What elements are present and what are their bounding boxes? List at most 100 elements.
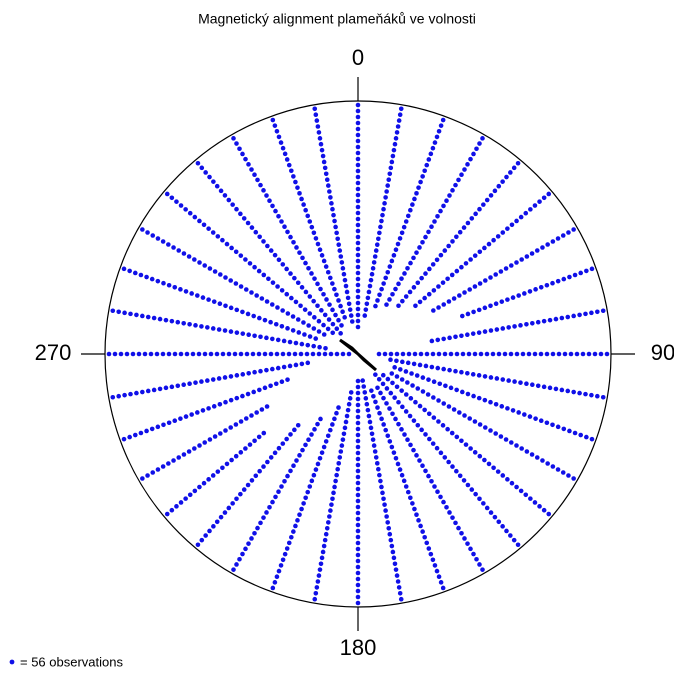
- dot: [316, 130, 322, 135]
- dot: [480, 567, 485, 572]
- dot: [405, 380, 410, 385]
- dot: [572, 272, 578, 278]
- dot: [226, 505, 232, 511]
- dot: [118, 351, 124, 357]
- dot-stack: [355, 102, 361, 330]
- dot: [403, 219, 409, 224]
- dot: [541, 318, 547, 324]
- dot: [275, 284, 280, 289]
- dot: [255, 177, 260, 183]
- dot: [303, 289, 309, 295]
- dot-stack: [164, 191, 336, 336]
- dot: [210, 230, 216, 235]
- dot: [547, 317, 553, 323]
- dot: [321, 543, 327, 549]
- dot: [228, 278, 233, 283]
- dot: [422, 534, 427, 540]
- dot: [305, 342, 311, 348]
- dot: [395, 579, 401, 584]
- dot: [482, 329, 488, 334]
- dot-stack: [164, 430, 267, 517]
- dot: [379, 484, 384, 490]
- dot: [514, 218, 519, 224]
- dot: [490, 351, 496, 357]
- dot: [252, 530, 257, 536]
- dot: [319, 147, 325, 153]
- dot: [371, 260, 377, 265]
- dot: [256, 351, 262, 357]
- dot: [463, 261, 469, 266]
- dot: [192, 446, 197, 451]
- dot-stack: [231, 136, 344, 328]
- dot: [375, 405, 380, 410]
- dot: [169, 195, 175, 201]
- dot: [390, 291, 395, 297]
- dot: [140, 476, 145, 481]
- dot: [234, 562, 239, 567]
- dot: [572, 430, 578, 436]
- dot: [195, 542, 201, 548]
- dot: [355, 234, 361, 240]
- dot: [461, 478, 467, 483]
- dot: [484, 197, 490, 203]
- dot: [334, 230, 339, 236]
- dot: [448, 351, 454, 357]
- dot-stack: [231, 416, 323, 572]
- dot: [243, 287, 249, 292]
- dot: [328, 195, 333, 200]
- dot: [304, 351, 310, 357]
- dot: [378, 390, 383, 396]
- dot: [530, 320, 535, 326]
- dot: [323, 345, 328, 351]
- dot: [128, 311, 133, 317]
- dot-stack: [140, 404, 270, 481]
- dot: [436, 305, 441, 310]
- dot: [355, 576, 361, 582]
- dot: [226, 351, 232, 357]
- dot: [355, 186, 361, 192]
- dot: [459, 333, 464, 339]
- dot: [436, 419, 441, 424]
- dot: [438, 252, 444, 258]
- dot: [327, 189, 332, 194]
- dot: [380, 381, 386, 387]
- dot: [321, 159, 327, 165]
- dot: [268, 319, 273, 325]
- dot: [327, 427, 333, 433]
- dot: [423, 468, 428, 474]
- dot: [373, 372, 378, 377]
- dot: [466, 351, 472, 357]
- dot: [270, 117, 276, 123]
- dot: [577, 312, 582, 318]
- dot: [265, 243, 270, 249]
- dot: [275, 305, 280, 310]
- dot: [127, 434, 132, 440]
- dot: [442, 455, 448, 460]
- dot: [522, 412, 527, 417]
- tick-label: 270: [35, 340, 72, 365]
- dot: [178, 500, 184, 505]
- dot: [311, 343, 316, 349]
- dot: [202, 263, 208, 268]
- dot: [355, 390, 361, 396]
- dot: [327, 302, 332, 307]
- dot: [394, 358, 399, 364]
- dot: [172, 285, 178, 290]
- dot: [438, 450, 444, 456]
- dot: [228, 374, 234, 379]
- dot: [284, 546, 290, 551]
- dot: [279, 323, 285, 329]
- dot: [181, 452, 187, 457]
- dot: [348, 390, 354, 395]
- dot: [598, 351, 604, 357]
- dot: [586, 351, 592, 357]
- dot: [459, 264, 464, 270]
- dot: [578, 432, 584, 438]
- dot: [199, 324, 204, 329]
- dot: [407, 289, 413, 295]
- dot: [381, 281, 386, 286]
- dot: [273, 494, 278, 500]
- dot: [195, 293, 200, 298]
- dot: [355, 144, 361, 150]
- dot: [484, 351, 490, 357]
